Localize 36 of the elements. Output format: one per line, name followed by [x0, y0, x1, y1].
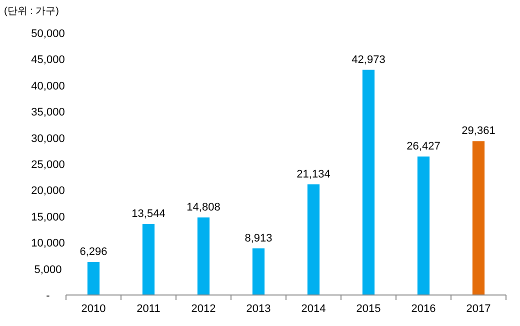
- y-tick-label: 5,000: [34, 264, 62, 276]
- y-tick-label: 30,000: [31, 132, 65, 145]
- bar: [417, 156, 430, 295]
- y-tick-label: 20,000: [31, 185, 65, 198]
- bar: [472, 141, 485, 295]
- x-tick-label: 2014: [301, 303, 326, 315]
- data-label: 42,973: [352, 54, 386, 66]
- y-tick-label: 50,000: [31, 28, 65, 40]
- y-tick-label: 45,000: [31, 54, 65, 66]
- y-tick-label: 25,000: [31, 159, 65, 171]
- text: (단위 : 가구): [4, 6, 59, 17]
- data-label: 6,296: [80, 246, 108, 258]
- bar: [307, 184, 320, 295]
- x-tick-label: 2010: [81, 303, 106, 315]
- x-tick-label: 2012: [191, 303, 216, 315]
- bar: [87, 262, 100, 295]
- data-label: 14,808: [186, 201, 220, 214]
- bar: [197, 217, 210, 295]
- bar: [142, 224, 155, 295]
- bar: [362, 70, 375, 295]
- y-tick-label: 10,000: [31, 238, 65, 250]
- data-label: 29,361: [462, 125, 496, 138]
- data-label: 8,913: [244, 232, 272, 244]
- x-tick-label: 2011: [136, 303, 160, 315]
- x-tick-label: 2017: [466, 303, 491, 315]
- x-tick-label: 2015: [356, 303, 381, 315]
- y-tick-label: 35,000: [31, 106, 65, 119]
- x-tick-label: 2016: [411, 303, 436, 315]
- bar: [252, 248, 265, 295]
- data-label: 21,134: [296, 168, 330, 180]
- y-tick-label: 40,000: [31, 80, 65, 92]
- data-label: 13,544: [132, 208, 166, 220]
- x-tick-label: 2013: [246, 303, 271, 315]
- y-tick-label: -: [46, 290, 50, 302]
- data-label: 26,427: [406, 140, 440, 153]
- y-tick-label: 15,000: [31, 211, 65, 224]
